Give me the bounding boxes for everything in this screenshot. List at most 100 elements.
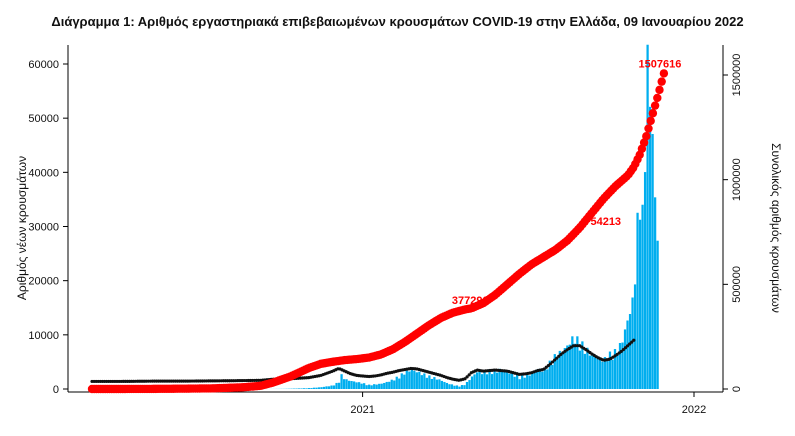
daily-case-bar <box>485 374 489 389</box>
daily-case-bar <box>418 371 421 389</box>
daily-case-bar <box>626 320 629 389</box>
daily-case-bar <box>591 353 594 389</box>
daily-case-bar <box>541 371 544 389</box>
daily-case-bar <box>536 369 539 389</box>
daily-case-bar <box>302 388 306 389</box>
x-tick-label: 2022 <box>682 404 706 416</box>
daily-case-bar <box>413 370 416 389</box>
moving-average-point <box>557 354 561 358</box>
daily-case-bar <box>340 374 343 389</box>
daily-case-bar <box>473 374 476 389</box>
moving-average-point <box>550 360 555 364</box>
cumulative-case-point <box>642 131 651 141</box>
daily-case-bar <box>648 106 652 389</box>
cumulative-case-point <box>650 101 660 110</box>
cumulative-annotation: 1507616 <box>638 58 681 70</box>
daily-case-bar <box>568 344 571 389</box>
daily-case-bar <box>628 314 632 389</box>
daily-case-bar <box>636 212 639 389</box>
daily-case-bar <box>656 240 659 389</box>
left-tick-label: 40000 <box>28 167 59 179</box>
cumulative-case-point <box>646 116 655 126</box>
daily-case-bar <box>548 360 551 389</box>
daily-case-bar <box>327 386 331 389</box>
left-tick-label: 10000 <box>28 330 59 342</box>
daily-case-bar <box>342 379 346 389</box>
cumulative-case-point <box>648 109 658 118</box>
moving-average-point <box>621 348 625 352</box>
daily-case-bar <box>383 382 386 389</box>
daily-case-bar <box>400 373 403 389</box>
daily-case-bar <box>633 284 637 389</box>
daily-case-bar <box>503 370 506 389</box>
daily-case-bar <box>322 386 326 389</box>
daily-case-bar <box>393 380 396 389</box>
daily-case-bar <box>335 382 338 389</box>
daily-case-bar <box>543 367 546 389</box>
daily-case-bar <box>453 385 456 389</box>
daily-case-bar <box>332 385 336 389</box>
daily-case-bar <box>300 388 303 389</box>
cumulative-case-point <box>639 138 649 147</box>
daily-case-bar <box>538 368 541 389</box>
daily-case-bar <box>498 368 501 389</box>
moving-average-point <box>463 377 467 381</box>
daily-case-bar <box>352 381 356 389</box>
daily-case-bar <box>523 377 526 389</box>
daily-case-bar <box>395 376 398 389</box>
daily-case-bar <box>312 387 316 389</box>
daily-case-bar <box>435 379 439 389</box>
daily-case-bar <box>588 355 592 389</box>
daily-case-bar <box>521 375 524 389</box>
daily-case-bar <box>653 197 657 389</box>
daily-case-bar <box>425 377 428 389</box>
daily-case-bar <box>483 371 486 389</box>
daily-case-bar <box>408 371 411 389</box>
daily-case-bar <box>468 380 471 389</box>
daily-case-bar <box>603 357 607 389</box>
daily-case-bar <box>488 369 491 389</box>
daily-case-bar <box>450 384 454 389</box>
left-tick-label: 50000 <box>28 113 59 125</box>
daily-case-bar <box>317 387 321 389</box>
daily-case-bar <box>320 387 323 389</box>
daily-case-bar <box>415 372 418 389</box>
daily-case-bar <box>430 378 434 389</box>
daily-case-bar <box>297 388 301 389</box>
daily-case-bar <box>611 359 614 389</box>
daily-case-bar <box>533 371 536 389</box>
daily-case-bar <box>337 382 341 389</box>
daily-case-bar <box>623 329 627 389</box>
daily-case-bar <box>493 370 496 389</box>
daily-case-bar <box>651 134 654 389</box>
daily-case-bar <box>363 383 366 389</box>
daily-case-bar <box>638 219 642 389</box>
daily-case-bar <box>470 376 474 389</box>
right-axis-title: Συνολικός αριθμός κρουσμάτων <box>769 143 783 313</box>
daily-case-bar <box>480 374 484 389</box>
daily-case-bar <box>390 379 393 389</box>
daily-case-bar <box>375 384 378 389</box>
daily-case-bar <box>378 383 381 389</box>
daily-case-bar <box>368 384 371 389</box>
daily-case-bar <box>511 373 514 389</box>
cumulative-case-point <box>659 69 669 78</box>
daily-case-bar <box>531 372 534 389</box>
daily-case-bar <box>428 375 431 389</box>
daily-case-bar <box>347 380 351 389</box>
daily-case-bar <box>643 172 647 389</box>
daily-case-bar <box>576 336 579 389</box>
cumulative-case-point <box>655 85 664 95</box>
daily-case-bar <box>463 385 466 389</box>
daily-case-bar <box>606 361 609 389</box>
daily-case-bar <box>598 357 602 389</box>
daily-case-bar <box>561 352 564 389</box>
daily-case-bar <box>445 382 449 389</box>
daily-case-bar <box>506 371 509 389</box>
daily-case-bar <box>573 343 576 389</box>
daily-case-bar <box>370 385 373 389</box>
moving-average-point <box>465 375 469 379</box>
moving-average-point <box>467 373 471 377</box>
